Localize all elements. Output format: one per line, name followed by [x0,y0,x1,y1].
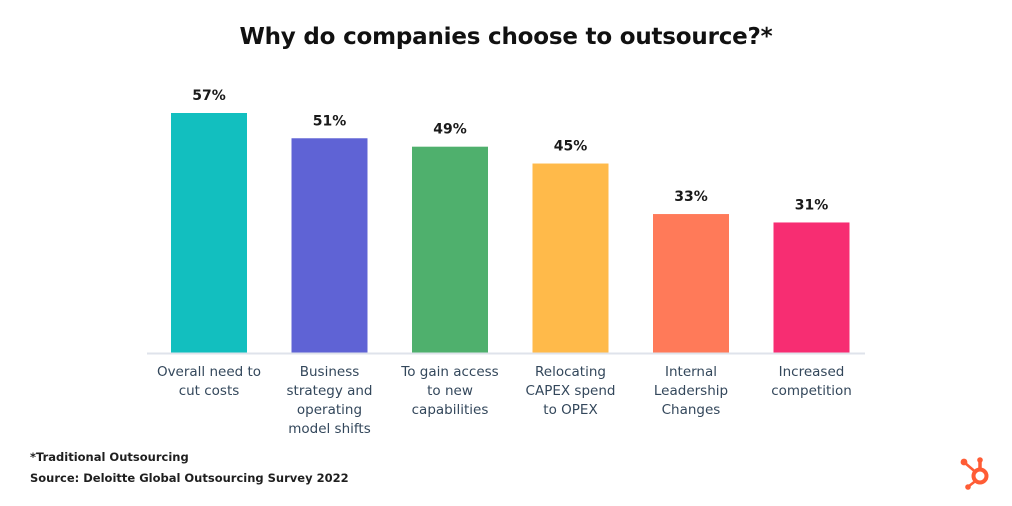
value-label-1: 57% [192,88,226,104]
category-label-line: cut costs [178,383,240,399]
bars-group [171,113,850,353]
value-label-3: 49% [433,122,467,138]
category-label-6: Increased competition [747,363,877,401]
category-label-line: Changes [661,402,721,418]
value-label-4: 45% [554,139,588,155]
category-label-4: Relocating CAPEX spend to OPEX [506,363,636,420]
footnote: *Traditional Outsourcing [30,450,189,464]
category-label-line: model shifts [288,421,371,437]
bar-1 [171,113,247,353]
category-label-line: CAPEX spend [525,383,616,399]
category-label-line: competition [771,383,852,399]
bar-5 [653,214,729,353]
category-label-2: Business strategy and operating model shift… [265,363,395,439]
bar-6 [773,222,850,353]
category-label-line: Leadership [653,383,729,399]
category-label-line: operating [296,402,363,418]
category-label-line: strategy and [286,383,373,399]
bar-4 [532,163,609,353]
category-label-line: Internal [664,364,718,380]
value-label-5: 33% [674,189,708,205]
hubspot-sprocket-icon [960,457,989,490]
value-labels-group: 57% 51% 49% 45% 33% 31% [192,88,828,213]
category-label-line: to new [427,383,473,399]
category-label-line: Business [299,364,360,380]
bar-3 [412,146,488,353]
category-label-line: to OPEX [543,402,598,418]
category-label-line: Relocating [535,364,606,380]
category-label-5: Internal Leadership Changes [626,363,756,420]
category-label-1: Overall need to cut costs [144,363,274,401]
value-label-6: 31% [795,197,829,213]
value-label-2: 51% [313,113,347,129]
category-label-line: To gain access [401,364,499,380]
chart-title: Why do companies choose to outsource?* [239,24,773,50]
category-label-line: capabilities [411,402,489,418]
category-label-line: Increased [778,364,845,380]
category-label-3: To gain access to new capabilities [385,363,515,420]
source-note: Source: Deloitte Global Outsourcing Surv… [30,471,349,485]
bar-2 [291,138,368,353]
category-label-line: Overall need to [156,364,262,380]
